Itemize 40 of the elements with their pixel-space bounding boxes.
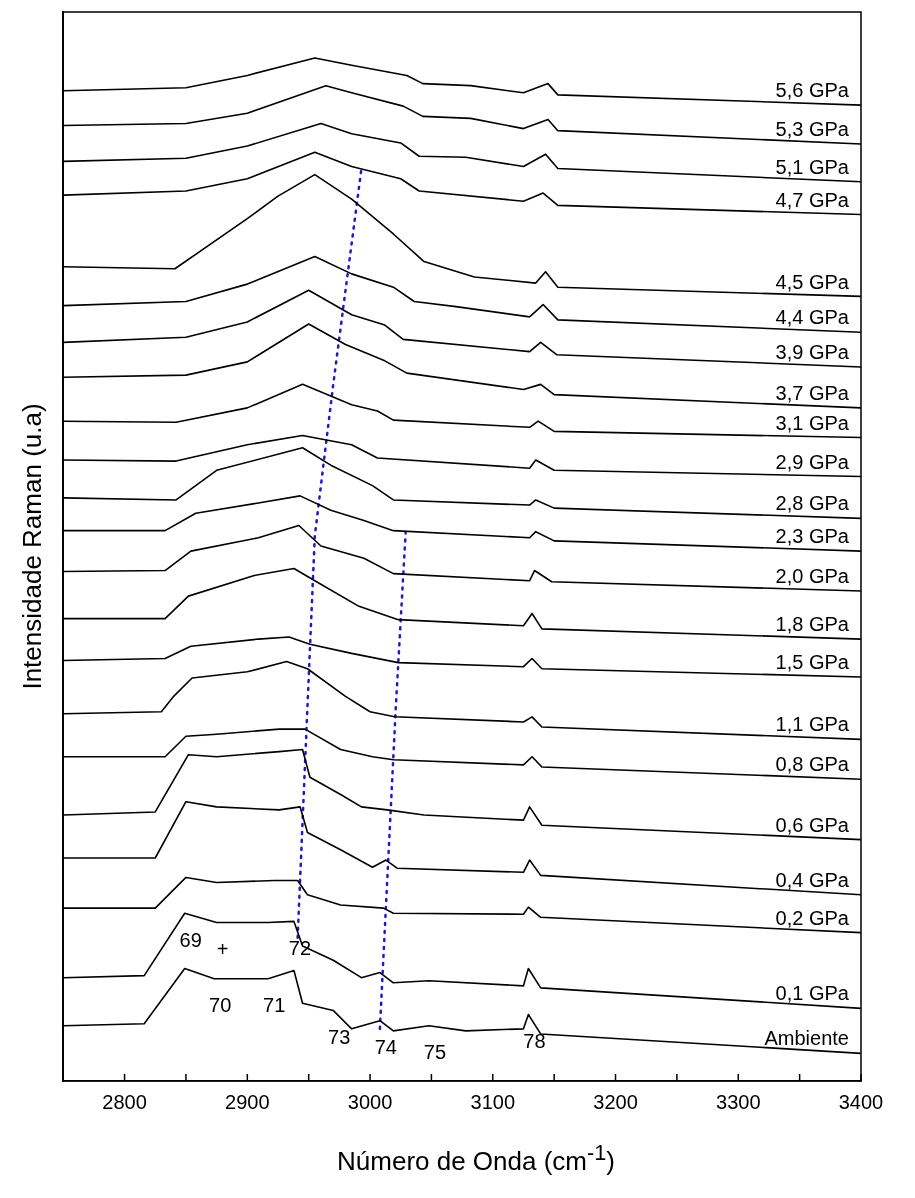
series-label: 1,5 GPa: [775, 651, 850, 674]
series-label: 2,8 GPa: [775, 492, 850, 515]
series-label: Ambiente: [764, 1027, 849, 1050]
annotation: 71: [263, 994, 286, 1017]
series-label: 2,0 GPa: [775, 565, 850, 588]
series-label: 2,9 GPa: [775, 450, 850, 473]
x-tick-label: 3300: [716, 1090, 761, 1113]
x-tick-label: 3100: [470, 1090, 516, 1113]
annotation: 75: [423, 1041, 447, 1064]
series-label: 0,6 GPa: [775, 813, 850, 836]
annotation: +: [216, 937, 229, 960]
annotation: 70: [209, 994, 232, 1017]
series-label: 5,6 GPa: [775, 79, 850, 102]
series-label: 4,4 GPa: [775, 306, 850, 329]
series-label: 3,9 GPa: [775, 341, 850, 363]
series-label: 5,3 GPa: [775, 117, 850, 140]
x-tick-label: 3400: [838, 1090, 884, 1113]
series-label: 4,5 GPa: [775, 270, 850, 293]
series-label: 0,4 GPa: [775, 868, 850, 891]
x-tick-label: 2900: [225, 1090, 270, 1113]
annotation: 69: [179, 928, 202, 951]
series-label: 0,1 GPa: [775, 982, 850, 1005]
series-label: 0,2 GPa: [775, 906, 850, 929]
x-tick-label: 3200: [593, 1090, 638, 1113]
series-label: 3,1 GPa: [775, 411, 850, 434]
annotation: 74: [374, 1036, 397, 1059]
annotation: 73: [328, 1025, 351, 1048]
annotation: 78: [523, 1030, 546, 1053]
series-label: 1,8 GPa: [775, 613, 850, 636]
series-label: 0,8 GPa: [775, 753, 850, 776]
series-label: 2,3 GPa: [775, 525, 850, 548]
series-label: 1,1 GPa: [775, 713, 850, 736]
y-axis-title: Intensidade Raman (u.a): [16, 403, 47, 690]
x-tick-label: 3000: [347, 1090, 393, 1113]
x-tick-label: 2800: [102, 1090, 147, 1113]
x-axis-title: Número de Onda (cm$^{-1}$): [336, 1140, 616, 1177]
series-label: 5,1 GPa: [775, 155, 850, 178]
annotation: 72: [288, 936, 312, 959]
series-label: 4,7 GPa: [775, 188, 850, 211]
series-label: 3,7 GPa: [775, 381, 850, 404]
